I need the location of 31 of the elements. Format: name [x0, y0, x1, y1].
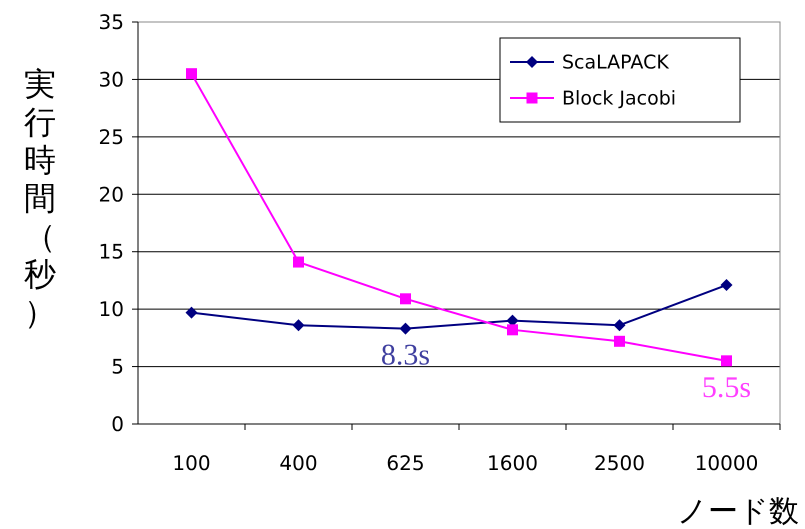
point — [186, 306, 198, 319]
x-tick-label: 100 — [172, 451, 211, 475]
y-tick-label: 15 — [98, 240, 124, 264]
y-tick-label: 10 — [98, 297, 124, 322]
point — [293, 256, 304, 268]
point — [400, 293, 411, 304]
x-tick-label: 2500 — [594, 451, 645, 475]
point — [292, 319, 304, 332]
x-tick-label: 625 — [386, 451, 425, 475]
y-axis-title: 実行時間（秒） — [24, 65, 56, 331]
point — [720, 279, 732, 292]
y-tick-label: 25 — [98, 124, 124, 149]
annotation: 5.5s — [702, 370, 752, 404]
point — [614, 336, 625, 347]
y-tick-label: 5 — [111, 354, 124, 379]
legend-label: Block Jacobi — [562, 88, 676, 110]
x-tick-label: 10000 — [694, 451, 758, 475]
point — [614, 319, 626, 332]
y-tick-label: 30 — [98, 67, 124, 92]
x-axis-title: ノード数 — [677, 494, 799, 529]
annotation: 8.3s — [380, 338, 430, 372]
x-tick-label: 400 — [279, 451, 318, 475]
point — [400, 322, 412, 335]
point — [721, 355, 732, 366]
y-tick-label: 35 — [98, 10, 124, 34]
y-tick-label: 0 — [111, 412, 124, 436]
x-tick-label: 1600 — [487, 451, 538, 475]
y-tick-label: 20 — [98, 182, 124, 206]
point — [507, 324, 518, 336]
legend-label: ScaLAPACK — [562, 52, 670, 74]
point — [186, 68, 197, 80]
